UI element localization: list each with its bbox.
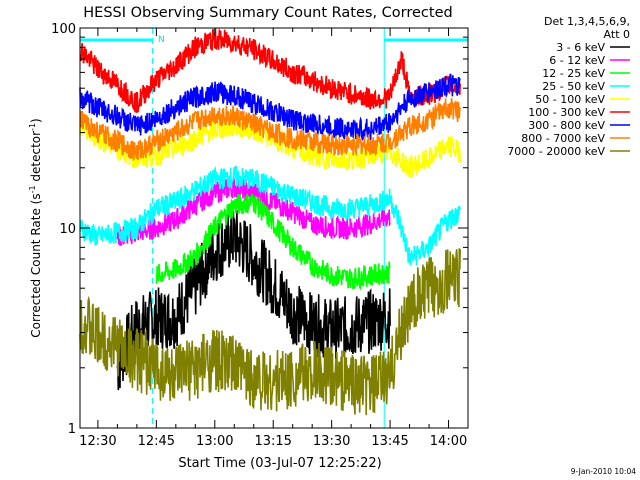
series-line-0 bbox=[116, 209, 391, 391]
y-tick-label-0: 1 bbox=[68, 422, 76, 437]
x-tick-label-2: 13:00 bbox=[196, 434, 233, 449]
legend-item-2: 12 - 25 keV bbox=[542, 67, 630, 80]
series-line-6 bbox=[79, 73, 461, 142]
series-line-8 bbox=[79, 248, 461, 416]
legend-item-3: 25 - 50 keV bbox=[542, 80, 630, 93]
legend-label-8: 7000 - 20000 keV bbox=[507, 145, 605, 158]
legend-label-4: 50 - 100 keV bbox=[535, 93, 605, 106]
legend-item-1: 6 - 12 keV bbox=[549, 54, 630, 67]
y-axis-label: Corrected Count Rate (s-1 detector-1) bbox=[28, 118, 43, 337]
series-line-5 bbox=[79, 27, 461, 113]
legend-label-3: 25 - 50 keV bbox=[542, 80, 605, 93]
legend-item-8: 7000 - 20000 keV bbox=[507, 145, 630, 158]
series-line-7 bbox=[79, 98, 461, 161]
legend-label-5: 100 - 300 keV bbox=[528, 106, 605, 119]
legend-label-6: 300 - 800 keV bbox=[528, 119, 605, 132]
footer-date: 9-Jan-2010 10:04 bbox=[571, 467, 636, 476]
legend-item-4: 50 - 100 keV bbox=[535, 93, 630, 106]
x-tick-label-0: 12:30 bbox=[79, 434, 116, 449]
legend-item-7: 800 - 7000 keV bbox=[521, 132, 630, 145]
legend-header-line2: Att 0 bbox=[604, 28, 630, 41]
x-tick-label-4: 13:30 bbox=[313, 434, 350, 449]
legend-item-5: 100 - 300 keV bbox=[528, 106, 630, 119]
series-line-3 bbox=[79, 164, 461, 266]
y-tick-label-2: 100 bbox=[51, 22, 76, 37]
x-tick-label-6: 14:00 bbox=[430, 434, 467, 449]
flag-label: N bbox=[158, 35, 165, 45]
series-line-1 bbox=[116, 178, 391, 246]
legend-label-0: 3 - 6 keV bbox=[556, 41, 605, 54]
series-line-2 bbox=[155, 193, 391, 291]
chart-title: HESSI Observing Summary Count Rates, Cor… bbox=[83, 5, 452, 21]
legend-item-6: 300 - 800 keV bbox=[528, 119, 630, 132]
x-tick-label-3: 13:15 bbox=[254, 434, 291, 449]
legend-header-line1: Det 1,3,4,5,6,9, bbox=[544, 15, 630, 28]
x-tick-label-5: 13:45 bbox=[371, 434, 408, 449]
y-tick-label-1: 10 bbox=[59, 222, 76, 237]
legend-item-0: 3 - 6 keV bbox=[556, 41, 630, 54]
x-tick-label-1: 12:45 bbox=[138, 434, 175, 449]
legend-label-7: 800 - 7000 keV bbox=[521, 132, 605, 145]
legend-label-2: 12 - 25 keV bbox=[542, 67, 605, 80]
legend-label-1: 6 - 12 keV bbox=[549, 54, 605, 67]
x-axis-label: Start Time (03-Jul-07 12:25:22) bbox=[178, 456, 381, 471]
